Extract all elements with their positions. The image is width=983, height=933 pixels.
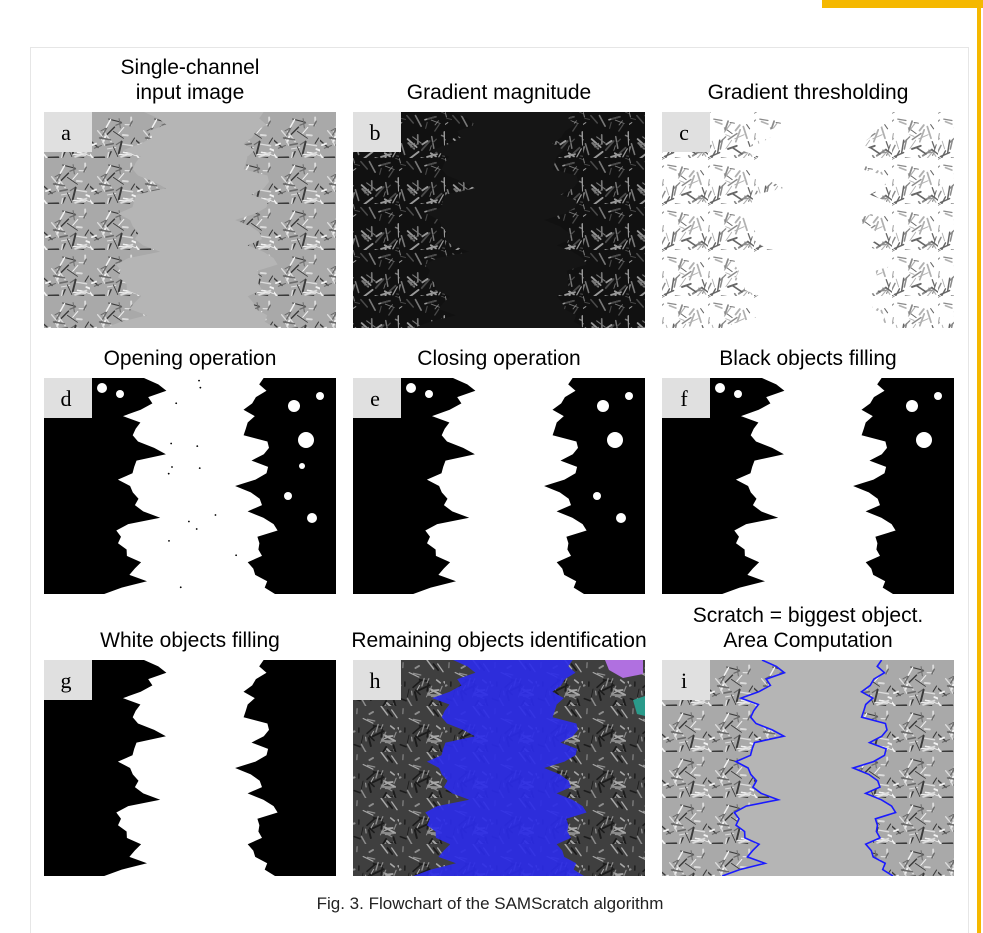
- mask-hole: [284, 492, 292, 500]
- panel: e Closing operation: [353, 347, 645, 594]
- edges: [853, 112, 954, 328]
- panel: c Gradient thresholding: [662, 81, 954, 328]
- speck: [199, 467, 201, 469]
- mask-hole: [597, 400, 609, 412]
- mask-hole: [316, 392, 324, 400]
- caption: Fig. 3. Flowchart of the SAMScratch algo…: [317, 894, 664, 913]
- speck: [198, 380, 200, 382]
- mask-region: [853, 378, 954, 594]
- panel-title: Single-channel: [121, 56, 260, 79]
- panel-label: i: [681, 668, 687, 693]
- mask-hole: [916, 432, 932, 448]
- panel-title: Closing operation: [417, 347, 580, 370]
- accent-bar: [822, 0, 983, 8]
- speck: [196, 445, 198, 447]
- panel-title: Area Computation: [723, 629, 892, 652]
- mask-region: [235, 660, 336, 876]
- panel: f Black objects filling: [662, 347, 954, 594]
- speck: [180, 586, 182, 588]
- panel: i Scratch = biggest object.Area Computati…: [662, 604, 954, 876]
- speck: [199, 387, 201, 389]
- mask-region: [544, 378, 645, 594]
- mask-hole: [97, 383, 107, 393]
- panel-label: e: [370, 386, 380, 411]
- mask-hole: [616, 513, 626, 523]
- panel: b Gradient magnitude: [353, 81, 645, 328]
- panel-title: Gradient thresholding: [708, 81, 909, 104]
- figure: Fig. 3. Flowchart of the SAMScratch algo…: [0, 0, 983, 933]
- mask-hole: [406, 383, 416, 393]
- speck: [168, 540, 170, 542]
- panel-title: Opening operation: [104, 347, 277, 370]
- panel: h Remaining objects identification: [351, 629, 646, 876]
- panel-title: Black objects filling: [719, 347, 896, 370]
- panel-label: a: [61, 120, 71, 145]
- speck: [215, 514, 217, 516]
- mask-hole: [288, 400, 300, 412]
- mask-hole: [299, 463, 305, 469]
- mask-hole: [715, 383, 725, 393]
- speck: [235, 554, 237, 556]
- speck: [188, 521, 190, 523]
- mask-hole: [425, 390, 433, 398]
- speck: [171, 466, 173, 468]
- mask-hole: [906, 400, 918, 412]
- panel-title: Scratch = biggest object.: [693, 604, 924, 627]
- panel-title: Remaining objects identification: [351, 629, 646, 652]
- panel-label: d: [61, 386, 72, 411]
- speck: [168, 473, 170, 475]
- mask-hole: [298, 432, 314, 448]
- panel-label: g: [61, 668, 72, 693]
- cells: [235, 112, 336, 328]
- mask-hole: [734, 390, 742, 398]
- speck: [196, 528, 198, 530]
- panel: d Opening operation: [44, 347, 336, 594]
- panel: g White objects filling: [44, 629, 336, 876]
- speck: [170, 443, 172, 445]
- panel-title: input image: [136, 81, 245, 104]
- mask-hole: [593, 492, 601, 500]
- mask-hole: [116, 390, 124, 398]
- mask-hole: [307, 513, 317, 523]
- mask-hole: [607, 432, 623, 448]
- edges: [544, 112, 645, 328]
- panel-title: Gradient magnitude: [407, 81, 591, 104]
- mask-hole: [625, 392, 633, 400]
- panel-label: f: [680, 386, 688, 411]
- mask-hole: [934, 392, 942, 400]
- panel-title: White objects filling: [100, 629, 280, 652]
- mask-region: [235, 378, 336, 594]
- panel-label: h: [370, 668, 381, 693]
- panel-label: b: [370, 120, 381, 145]
- panel-label: c: [679, 120, 689, 145]
- page: Fig. 3. Flowchart of the SAMScratch algo…: [0, 0, 983, 933]
- speck: [175, 402, 177, 404]
- accent-edge: [977, 0, 981, 933]
